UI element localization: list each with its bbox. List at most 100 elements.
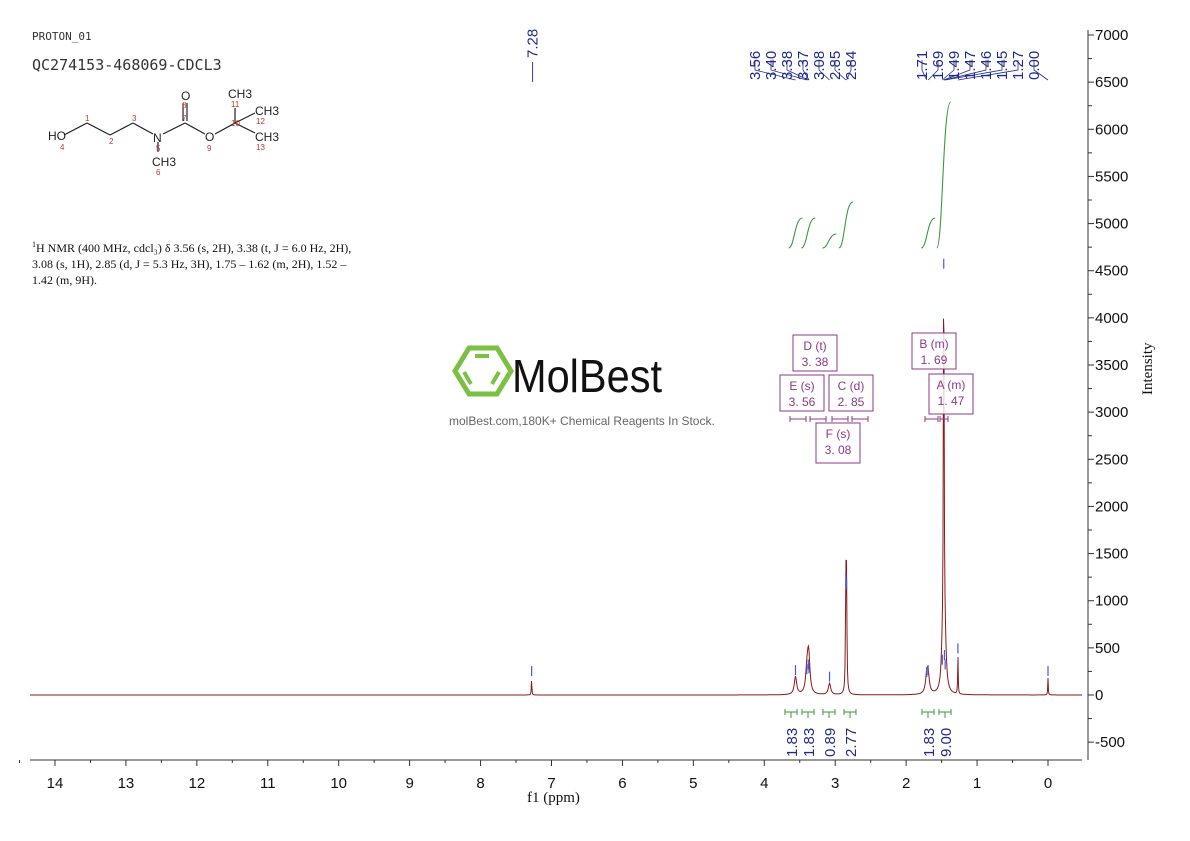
x-tick-label: 5 — [689, 775, 697, 792]
x-tick-label: 12 — [188, 775, 205, 792]
peak-label: 0.00 — [1026, 51, 1049, 81]
multiplet-box: C (d) 2. 85 — [828, 374, 874, 412]
svg-text:E (s): E (s) — [789, 379, 814, 393]
svg-text:1.69: 1.69 — [930, 51, 947, 80]
x-tick-label: 0 — [1044, 775, 1052, 792]
peak-label: 3.38 — [779, 51, 809, 81]
atom-ch3-13: CH3 — [255, 130, 279, 144]
y-tick-label: 2500 — [1095, 451, 1128, 468]
svg-text:1.71: 1.71 — [914, 51, 931, 80]
brand-name: MolBest — [512, 350, 662, 402]
integral-value: 2.77 — [843, 709, 860, 757]
svg-text:0.89: 0.89 — [822, 728, 839, 757]
spectrum-trace — [30, 318, 1082, 696]
integral-value: 9.00 — [938, 709, 955, 757]
peak-label: 1.49 — [942, 51, 963, 81]
y-tick-label: 6000 — [1095, 121, 1128, 138]
svg-text:4: 4 — [60, 143, 65, 152]
watermark-tagline: molBest.com,180K+ Chemical Reagents In S… — [449, 414, 715, 428]
svg-text:9.00: 9.00 — [938, 728, 955, 757]
peak-label: 3.56 — [747, 51, 796, 81]
svg-text:3.56: 3.56 — [747, 51, 764, 80]
svg-text:1.46: 1.46 — [978, 51, 995, 80]
multiplet-boxes: D (t) 3. 38 E (s) 3. 56 C (d) 2. 85 F (s) 3. 08… — [779, 332, 974, 464]
integral-curves — [788, 101, 952, 249]
svg-text:1. 47: 1. 47 — [938, 394, 965, 408]
svg-text:3. 08: 3. 08 — [825, 443, 852, 457]
y-tick-label: 1500 — [1095, 546, 1128, 563]
y-tick-label: 4500 — [1095, 263, 1128, 280]
atom-o-8: O — [181, 89, 190, 103]
sample-id: QC274153-468069-CDCL3 — [32, 56, 222, 74]
svg-text:3.40: 3.40 — [763, 51, 780, 80]
multiplet-box: D (t) 3. 38 — [792, 334, 838, 372]
atom-ch3-6: CH3 — [152, 155, 176, 169]
y-axis: 7000 6500 6000 5500 5000 4500 4000 3500 3000 2500… — [1087, 27, 1128, 760]
peak-label: 2.85 — [827, 51, 847, 81]
peak-label: 1.27 — [957, 51, 1027, 81]
x-tick-label: 4 — [760, 775, 768, 792]
svg-text:B (m): B (m) — [919, 337, 948, 351]
svg-text:3. 38: 3. 38 — [802, 355, 829, 369]
y-axis-label: Intensity — [1140, 342, 1156, 396]
svg-text:10: 10 — [231, 119, 240, 128]
svg-text:11: 11 — [231, 100, 240, 109]
y-tick-label: 7000 — [1095, 27, 1128, 44]
svg-text:6: 6 — [156, 168, 161, 177]
svg-text:8: 8 — [182, 101, 187, 110]
y-tick-label: 5500 — [1095, 168, 1128, 185]
y-tick-label: 500 — [1095, 640, 1120, 657]
svg-text:9: 9 — [207, 144, 212, 153]
svg-text:C (d): C (d) — [838, 379, 865, 393]
nmr-description: 1H NMR (400 MHz, cdcl₃) δ 3.56 (s, 2H), … — [32, 240, 352, 287]
svg-text:1.83: 1.83 — [784, 728, 801, 757]
peak-label: 1.45 — [945, 51, 1011, 81]
y-tick-label: -500 — [1095, 734, 1125, 751]
x-tick-label: 8 — [476, 775, 484, 792]
peak-label: 3.40 — [763, 51, 807, 81]
peak-markers — [531, 258, 1049, 682]
peak-label: 3.08 — [811, 51, 830, 81]
y-tick-label: 3500 — [1095, 357, 1128, 374]
x-axis: 14 13 12 11 10 9 8 7 6 5 4 3 2 1 0 — [19, 759, 1082, 792]
molbest-logo: MolBest — [452, 345, 662, 402]
svg-text:3: 3 — [132, 114, 137, 123]
svg-text:1. 69: 1. 69 — [921, 353, 948, 367]
svg-text:1.45: 1.45 — [994, 51, 1011, 80]
y-tick-label: 3000 — [1095, 404, 1128, 421]
atom-o-9: O — [205, 130, 214, 144]
peak-label: 1.69 — [927, 51, 947, 81]
svg-text:2.77: 2.77 — [843, 728, 860, 757]
x-tick-label: 3 — [831, 775, 839, 792]
multiplet-box: F (s) 3. 08 — [815, 422, 861, 464]
y-tick-label: 6500 — [1095, 74, 1128, 91]
atom-ch3-11: CH3 — [228, 87, 252, 101]
x-tick-label: 10 — [330, 775, 347, 792]
atom-ho: HO — [48, 129, 66, 143]
svg-text:3.08: 3.08 — [811, 51, 828, 80]
multiplet-box: B (m) 1. 69 — [911, 332, 957, 370]
peak-label: 1.46 — [944, 51, 995, 81]
svg-text:1: 1 — [85, 114, 90, 123]
integral-value: 1.83 — [801, 709, 818, 757]
x-tick-label: 6 — [618, 775, 626, 792]
x-tick-label: 9 — [405, 775, 413, 792]
y-tick-label: 5000 — [1095, 216, 1128, 233]
chemical-structure: HO N CH3 O O CH3 CH3 CH3 4 1 2 3 5 6 7 8… — [48, 87, 279, 177]
experiment-name: PROTON_01 — [32, 30, 92, 43]
svg-text:1.83: 1.83 — [921, 728, 938, 757]
svg-text:1.27: 1.27 — [1010, 51, 1027, 80]
svg-text:3. 56: 3. 56 — [789, 395, 816, 409]
peak-label: 2.84 — [843, 51, 860, 81]
x-axis-label: f1 (ppm) — [527, 790, 580, 806]
atom-ch3-12: CH3 — [255, 104, 279, 118]
integral-value: 1.83 — [784, 709, 801, 757]
y-tick-label: 4000 — [1095, 310, 1128, 327]
x-tick-label: 14 — [47, 775, 64, 792]
integral-labels: 1.83 1.83 0.89 2.77 1.83 9.00 — [784, 709, 955, 757]
multiplet-box: E (s) 3. 56 — [779, 374, 825, 412]
atom-n: N — [153, 131, 162, 145]
svg-text:2.85: 2.85 — [827, 51, 844, 80]
peak-labels: 7.28 3.56 3.40 3.38 3.37 3.08 2.85 2.84 1.71 1.69… — [525, 29, 1049, 82]
